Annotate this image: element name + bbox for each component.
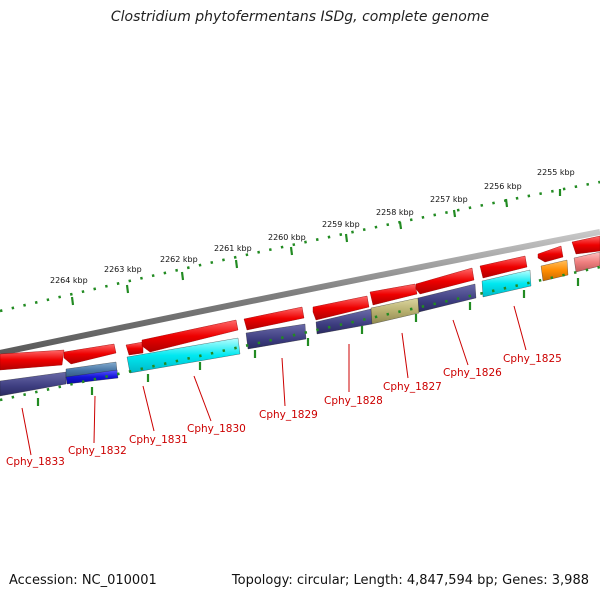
scale-label: 2257 kbp — [430, 195, 468, 204]
genome-stats-text: Topology: circular; Length: 4,847,594 bp… — [231, 573, 589, 588]
scale-tick — [398, 221, 403, 230]
leader-line — [452, 319, 469, 366]
forward-gene — [537, 245, 564, 263]
gene-label: Cphy_1825 — [503, 353, 562, 365]
cog-block — [0, 371, 67, 397]
scale-label: 2259 kbp — [322, 220, 360, 229]
gene-label: Cphy_1833 — [6, 456, 65, 468]
scale-label: 2258 kbp — [376, 208, 414, 217]
forward-gene — [369, 283, 418, 306]
gene-label: Cphy_1832 — [68, 445, 127, 457]
leader-line — [142, 385, 155, 432]
cog-block — [573, 251, 600, 273]
gene-labels: Cphy_1825 Cphy_1826 Cphy_1827 Cphy_1828 … — [6, 353, 562, 468]
forward-gene — [141, 319, 239, 353]
accession-text: Accession: NC_010001 — [9, 573, 157, 588]
scale-label: 2263 kbp — [104, 265, 142, 274]
scale-tick — [504, 198, 509, 208]
scale-tick — [70, 296, 75, 306]
scale-tick — [344, 233, 349, 243]
gene-label: Cphy_1831 — [129, 434, 188, 446]
cog-block — [370, 297, 420, 325]
forward-gene — [0, 349, 65, 371]
inner-major-ticks — [36, 278, 580, 406]
forward-gene — [243, 306, 305, 331]
cog-ring — [0, 251, 600, 397]
cog-block — [245, 323, 307, 350]
forward-gene — [312, 295, 370, 321]
scale-tick — [289, 246, 294, 256]
scale-label: 2255 kbp — [537, 168, 575, 177]
leader-line — [281, 357, 286, 407]
scale-label: 2260 kbp — [268, 233, 306, 242]
forward-genes — [0, 235, 600, 371]
scale-label: 2264 kbp — [50, 276, 88, 285]
cog-block — [540, 259, 569, 282]
label-leaders — [21, 305, 527, 456]
leader-line — [193, 375, 212, 422]
scale-label: 2256 kbp — [484, 182, 522, 191]
scale-tick — [452, 209, 457, 218]
scale-tick — [234, 259, 239, 269]
forward-gene — [125, 341, 144, 356]
scale-label: 2261 kbp — [214, 244, 252, 253]
scale-major-ticks — [70, 189, 562, 306]
leader-line — [401, 332, 409, 379]
cog-block — [65, 369, 119, 385]
forward-gene — [415, 267, 475, 295]
cog-block — [126, 337, 241, 374]
forward-gene — [479, 255, 528, 279]
leader-line — [93, 395, 96, 444]
scale-labels: 2255 kbp 2256 kbp 2257 kbp 2258 kbp 2259… — [50, 168, 575, 285]
forward-gene — [571, 235, 600, 255]
scale-ring-dots — [0, 180, 600, 313]
forward-gene — [63, 343, 117, 365]
leader-line — [21, 407, 32, 456]
map-title: Clostridium phytofermentans ISDg, comple… — [110, 9, 490, 25]
gene-label: Cphy_1826 — [443, 367, 502, 379]
gene-label: Cphy_1827 — [383, 381, 442, 393]
cog-block — [417, 283, 477, 313]
inner-ring-dots — [0, 265, 600, 402]
scale-tick — [125, 284, 130, 294]
scale-label: 2262 kbp — [160, 255, 198, 264]
scale-tick — [180, 271, 185, 281]
backbone-ring — [0, 229, 600, 356]
gene-label: Cphy_1828 — [324, 395, 383, 407]
gene-label: Cphy_1830 — [187, 423, 246, 435]
gene-label: Cphy_1829 — [259, 409, 318, 421]
leader-line — [513, 305, 527, 351]
